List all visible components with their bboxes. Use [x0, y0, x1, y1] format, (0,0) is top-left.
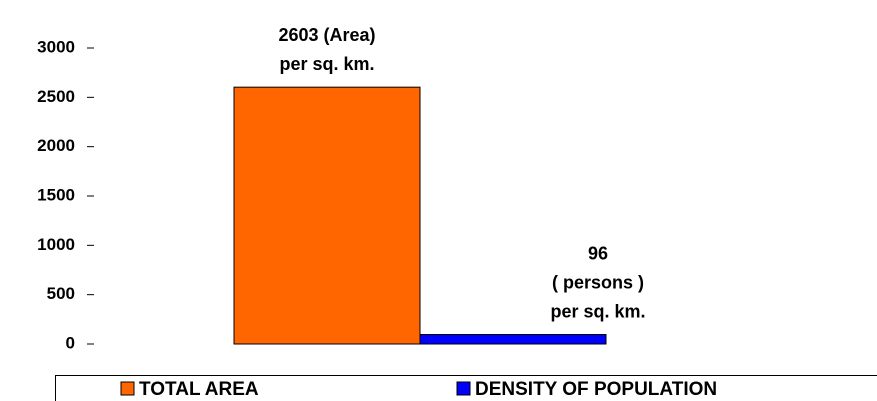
y-tick-label: 1500 — [37, 185, 75, 204]
y-tick-label: 1000 — [37, 235, 75, 254]
y-tick-label: 2000 — [37, 136, 75, 155]
legend-swatch — [456, 381, 471, 396]
legend-label: TOTAL AREA — [139, 379, 259, 400]
data-label: 2603 (Area) — [278, 25, 375, 45]
y-tick-label: 0 — [66, 333, 75, 352]
y-tick-label: 500 — [47, 284, 75, 303]
legend-swatch — [120, 381, 135, 396]
y-tick-label: 2500 — [37, 87, 75, 106]
legend-label: DENSITY OF POPULATION — [475, 379, 717, 400]
data-label: 96 — [588, 243, 608, 263]
data-label: per sq. km. — [279, 54, 374, 74]
data-label: per sq. km. — [550, 301, 645, 321]
data-label: ( persons ) — [552, 272, 644, 292]
y-tick-label: 3000 — [37, 37, 75, 56]
bar — [233, 86, 421, 345]
bar — [419, 334, 607, 345]
